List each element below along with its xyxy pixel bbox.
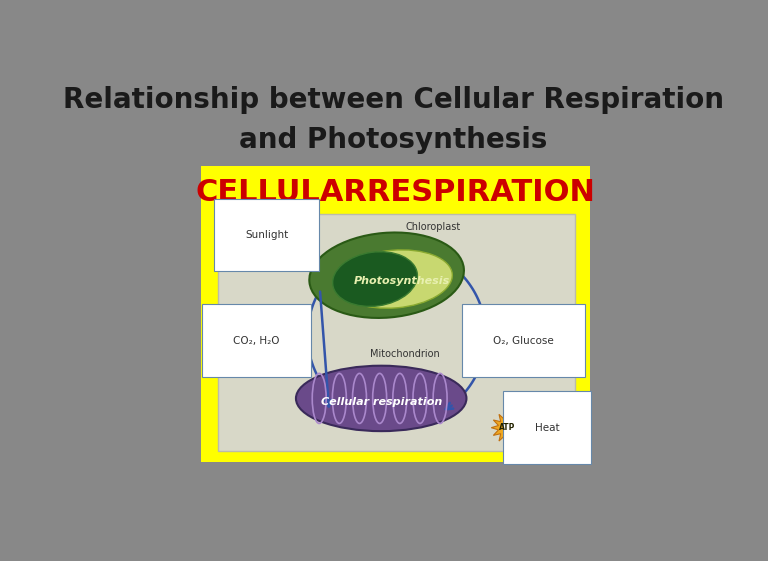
Polygon shape: [492, 412, 522, 443]
Ellipse shape: [336, 250, 452, 309]
Text: CELLULARRESPIRATION: CELLULARRESPIRATION: [195, 178, 595, 206]
Text: CO₂, H₂O: CO₂, H₂O: [233, 335, 280, 346]
Ellipse shape: [333, 252, 417, 306]
Text: Sunlight: Sunlight: [245, 230, 288, 240]
Text: and Photosynthesis: and Photosynthesis: [240, 126, 548, 154]
FancyBboxPatch shape: [200, 166, 590, 462]
Text: O₂, Glucose: O₂, Glucose: [493, 335, 554, 346]
Text: ATP: ATP: [498, 423, 515, 432]
Text: Relationship between Cellular Respiration: Relationship between Cellular Respiratio…: [63, 86, 724, 114]
Text: Chloroplast: Chloroplast: [406, 223, 461, 232]
Ellipse shape: [310, 232, 464, 318]
Text: +: +: [521, 422, 531, 433]
Text: Heat: Heat: [535, 422, 559, 433]
Text: Cellular respiration: Cellular respiration: [320, 397, 442, 407]
FancyBboxPatch shape: [218, 214, 575, 451]
Text: Photosynthesis: Photosynthesis: [354, 277, 450, 286]
Text: Mitochondrion: Mitochondrion: [369, 349, 439, 359]
Ellipse shape: [296, 366, 466, 431]
